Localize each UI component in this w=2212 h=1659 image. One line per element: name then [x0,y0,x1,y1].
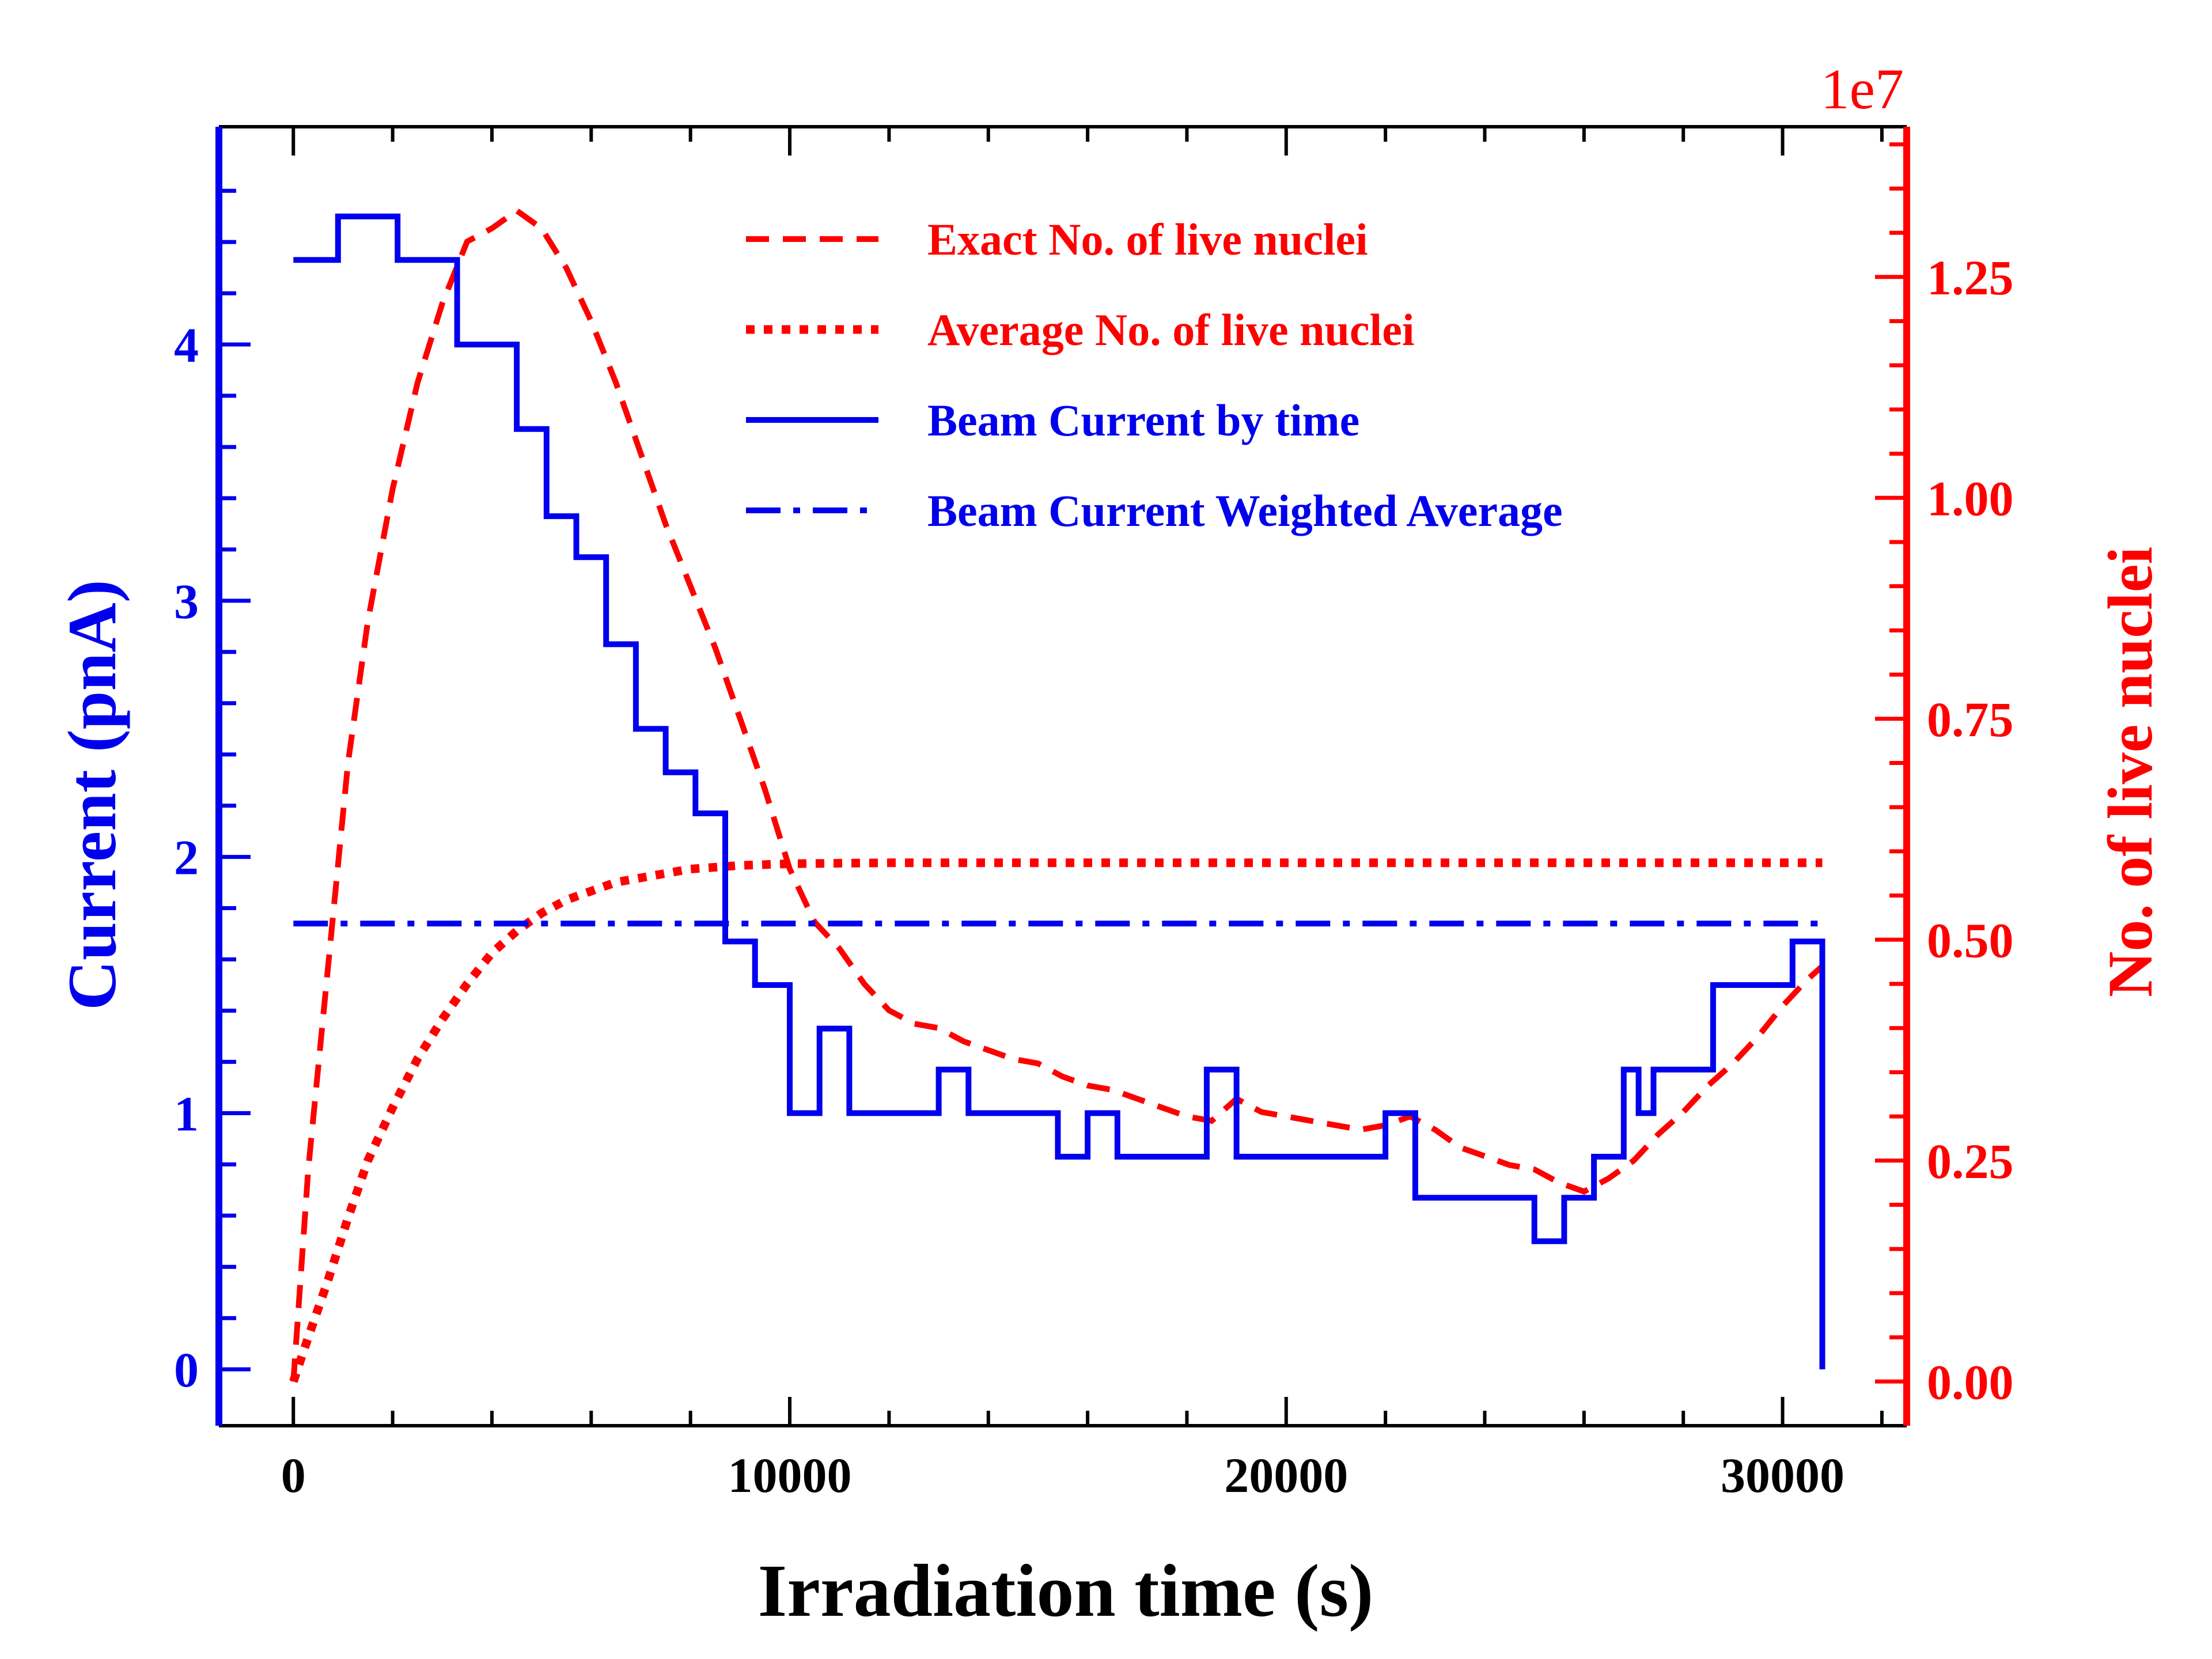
x-tick-label: 20000 [1224,1448,1348,1503]
x-axis-title: Irradiation time (s) [758,1550,1374,1633]
y-left-tick-label: 4 [174,317,199,373]
ticks [219,127,1907,1426]
y-left-axis-title: Current (pnA) [54,579,130,1010]
x-tick-label: 30000 [1721,1448,1844,1503]
y-left-tick-label: 0 [174,1342,199,1397]
legend: Exact No. of live nuclei Average No. of l… [746,214,1563,536]
y-right-tick-label: 0.00 [1927,1354,2014,1410]
series-line-1 [290,207,1824,1382]
legend-label: Exact No. of live nuclei [927,214,1368,264]
y-right-tick-label: 1.00 [1927,471,2014,526]
y-right-tick-label: 0.50 [1927,912,2014,968]
y-left-tick-label: 2 [174,830,199,885]
legend-label: Average No. of live nuclei [927,305,1415,355]
right-axis-offset-label: 1e7 [1821,57,1904,121]
y-right-tick-label: 0.75 [1927,692,2014,747]
legend-label: Beam Current by time [927,395,1359,445]
plot-lines [289,207,1825,1383]
y-right-axis-title: No. of live nuclei [2095,547,2165,997]
y-left-tick-label: 3 [174,574,199,629]
y-right-tick-label: 0.25 [1927,1134,2014,1189]
series-line-3 [293,213,1825,1370]
y-left-tick-label: 1 [174,1086,199,1141]
series-line-2 [289,858,1823,1383]
x-tick-label: 0 [281,1448,306,1503]
tick-labels: 0 10000 20000 30000 0 1 2 3 4 0.00 0.25 0.50 0.75 1.0… [174,250,2014,1503]
y-right-tick-label: 1.25 [1927,250,2014,305]
legend-label: Beam Current Weighted Average [927,486,1563,536]
x-tick-label: 10000 [728,1448,852,1503]
